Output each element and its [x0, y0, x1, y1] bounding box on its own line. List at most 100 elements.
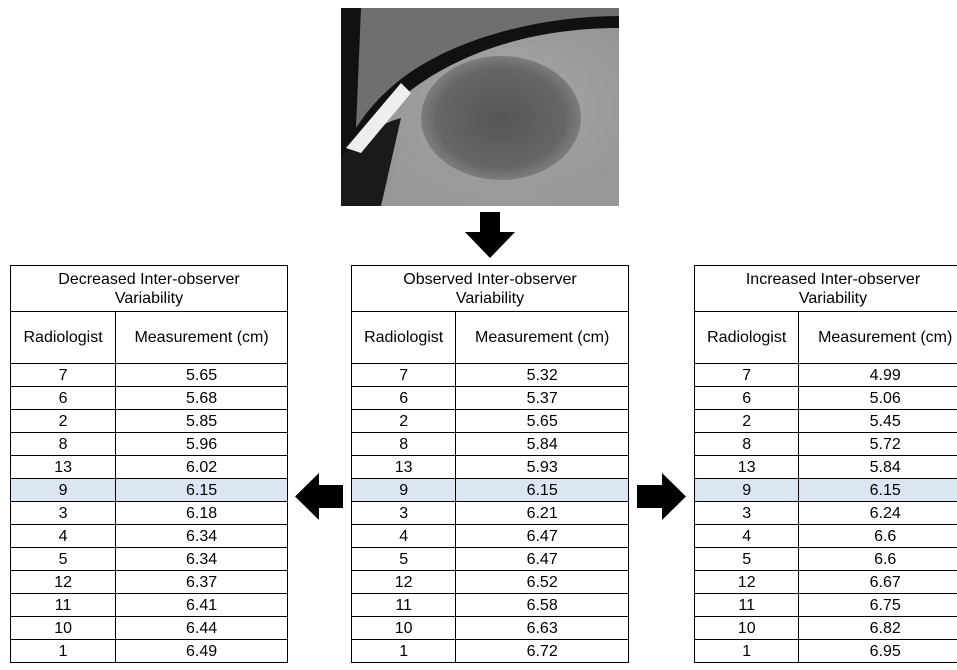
radiologist-cell: 10 [350, 616, 457, 640]
measurement-cell: 6.15 [798, 478, 957, 502]
down-arrow [465, 212, 515, 258]
title-row: Decreased Inter-observer Variability [10, 265, 288, 312]
measurement-cell: 6.58 [455, 593, 629, 617]
measurement-cell: 6.6 [798, 547, 957, 571]
header-row: Radiologist Measurement (cm) [693, 311, 957, 364]
table-row: 1 6.49 [9, 639, 288, 663]
ct-image [341, 8, 619, 206]
data-table: Decreased Inter-observer Variability Radi… [9, 265, 288, 663]
highlighted-row: 9 6.15 [350, 478, 629, 502]
radiologist-cell: 13 [693, 455, 800, 479]
measurement-cell: 6.37 [115, 570, 288, 594]
radiologist-cell: 8 [9, 432, 117, 456]
radiologist-cell: 13 [350, 455, 457, 479]
table-row: 13 6.02 [9, 455, 288, 479]
measurement-cell: 6.6 [798, 524, 957, 548]
radiologist-cell: 2 [350, 409, 457, 433]
radiologist-cell: 6 [350, 386, 457, 410]
table-row: 3 6.24 [693, 501, 957, 525]
data-table: Increased Inter-observer Variability Radi… [693, 265, 957, 663]
measurement-cell: 6.52 [455, 570, 629, 594]
radiologist-cell: 3 [9, 501, 117, 525]
table-row: 10 6.63 [350, 616, 629, 640]
table-row: 11 6.75 [693, 593, 957, 617]
radiologist-cell: 9 [350, 478, 457, 502]
table-row: 13 5.84 [693, 455, 957, 479]
measurement-cell: 6.02 [115, 455, 288, 479]
left-arrow [295, 473, 343, 520]
table-row: 12 6.67 [693, 570, 957, 594]
measurement-cell: 5.65 [455, 409, 629, 433]
column-header: Measurement (cm) [115, 311, 288, 364]
radiologist-cell: 1 [350, 639, 457, 663]
column-header: Measurement (cm) [455, 311, 629, 364]
measurement-cell: 6.18 [115, 501, 288, 525]
measurement-cell: 6.24 [798, 501, 957, 525]
table-row: 1 6.95 [693, 639, 957, 663]
table-row: 8 5.96 [9, 432, 288, 456]
table-row: 7 5.65 [9, 363, 288, 387]
radiologist-cell: 6 [693, 386, 800, 410]
highlighted-row: 9 6.15 [693, 478, 957, 502]
measurement-cell: 5.93 [455, 455, 629, 479]
radiologist-cell: 4 [693, 524, 800, 548]
measurement-cell: 5.65 [115, 363, 288, 387]
measurement-cell: 6.82 [798, 616, 957, 640]
table-title: Decreased Inter-observer Variability [10, 265, 288, 312]
radiologist-cell: 12 [9, 570, 117, 594]
measurement-cell: 6.34 [115, 547, 288, 571]
radiologist-cell: 11 [9, 593, 117, 617]
table-row: 11 6.58 [350, 593, 629, 617]
table-row: 5 6.47 [350, 547, 629, 571]
measurement-cell: 5.84 [455, 432, 629, 456]
radiologist-cell: 1 [9, 639, 117, 663]
table-title: Increased Inter-observer Variability [694, 265, 957, 312]
measurement-cell: 6.67 [798, 570, 957, 594]
measurement-cell: 6.47 [455, 524, 629, 548]
measurement-cell: 6.15 [455, 478, 629, 502]
table-row: 1 6.72 [350, 639, 629, 663]
table-row: 12 6.37 [9, 570, 288, 594]
right-arrow [637, 473, 686, 520]
measurement-cell: 6.75 [798, 593, 957, 617]
radiologist-cell: 11 [350, 593, 457, 617]
table-row: 13 5.93 [350, 455, 629, 479]
measurement-cell: 5.68 [115, 386, 288, 410]
radiologist-cell: 1 [693, 639, 800, 663]
measurement-cell: 6.95 [798, 639, 957, 663]
measurement-cell: 5.45 [798, 409, 957, 433]
table-row: 5 6.6 [693, 547, 957, 571]
column-header: Measurement (cm) [798, 311, 957, 364]
measurement-cell: 6.21 [455, 501, 629, 525]
table-row: 3 6.18 [9, 501, 288, 525]
table-row: 5 6.34 [9, 547, 288, 571]
measurement-cell: 5.06 [798, 386, 957, 410]
column-header: Radiologist [350, 311, 457, 364]
radiologist-cell: 10 [9, 616, 117, 640]
table-row: 10 6.82 [693, 616, 957, 640]
measurement-cell: 5.32 [455, 363, 629, 387]
header-row: Radiologist Measurement (cm) [9, 311, 288, 364]
measurement-cell: 5.84 [798, 455, 957, 479]
title-row: Observed Inter-observer Variability [351, 265, 629, 312]
measurement-cell: 6.63 [455, 616, 629, 640]
measurement-cell: 5.72 [798, 432, 957, 456]
radiologist-cell: 3 [693, 501, 800, 525]
title-row: Increased Inter-observer Variability [694, 265, 957, 312]
table-row: 3 6.21 [350, 501, 629, 525]
measurement-cell: 6.44 [115, 616, 288, 640]
table-row: 4 6.6 [693, 524, 957, 548]
measurement-cell: 6.47 [455, 547, 629, 571]
radiologist-cell: 4 [9, 524, 117, 548]
header-row: Radiologist Measurement (cm) [350, 311, 629, 364]
table-row: 2 5.45 [693, 409, 957, 433]
table-row: 6 5.68 [9, 386, 288, 410]
radiologist-cell: 3 [350, 501, 457, 525]
radiologist-cell: 11 [693, 593, 800, 617]
radiologist-cell: 7 [693, 363, 800, 387]
measurement-cell: 5.37 [455, 386, 629, 410]
table-row: 8 5.72 [693, 432, 957, 456]
measurement-cell: 6.34 [115, 524, 288, 548]
table-row: 12 6.52 [350, 570, 629, 594]
